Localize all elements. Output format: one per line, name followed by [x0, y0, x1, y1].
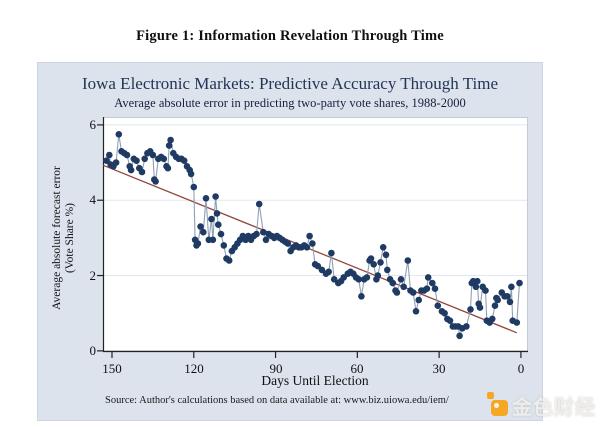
y-tick-label: 6	[89, 117, 97, 132]
y-axis-label-line2: (Vote Share %)	[64, 202, 76, 274]
watermark: 金色财经	[486, 391, 596, 419]
watermark-text: 金色财经	[512, 394, 596, 419]
x-tick-label: 0	[517, 361, 525, 376]
y-tick-label: 0	[89, 343, 97, 358]
x-tick-label: 150	[102, 361, 122, 376]
x-tick-label: 90	[269, 361, 283, 376]
jinse-logo-dot	[494, 402, 499, 408]
jinse-logo-big-square	[491, 399, 508, 416]
jinse-logo-icon	[486, 391, 509, 419]
y-tick-label: 2	[89, 268, 97, 283]
x-tick-label: 30	[432, 361, 446, 376]
jinse-logo-small-square	[487, 391, 494, 399]
chart-title: Iowa Electronic Markets: Predictive Accu…	[81, 74, 499, 93]
y-tick-label: 4	[89, 192, 97, 207]
x-tick-label: 60	[350, 361, 364, 376]
figure-title: Figure 1: Information Revelation Through…	[136, 28, 444, 44]
chart-subtitle: Average absolute error in predicting two…	[114, 96, 466, 110]
plot-area	[97, 117, 528, 358]
x-axis-label: Days Until Election	[261, 373, 369, 388]
y-axis-label: Average absolute forecast error (Vote Sh…	[51, 136, 81, 340]
y-axis-label-line1: Average absolute forecast error	[51, 166, 63, 310]
x-tick-label: 120	[184, 361, 204, 376]
source-note: Source: Author's calculations based on d…	[105, 395, 449, 406]
